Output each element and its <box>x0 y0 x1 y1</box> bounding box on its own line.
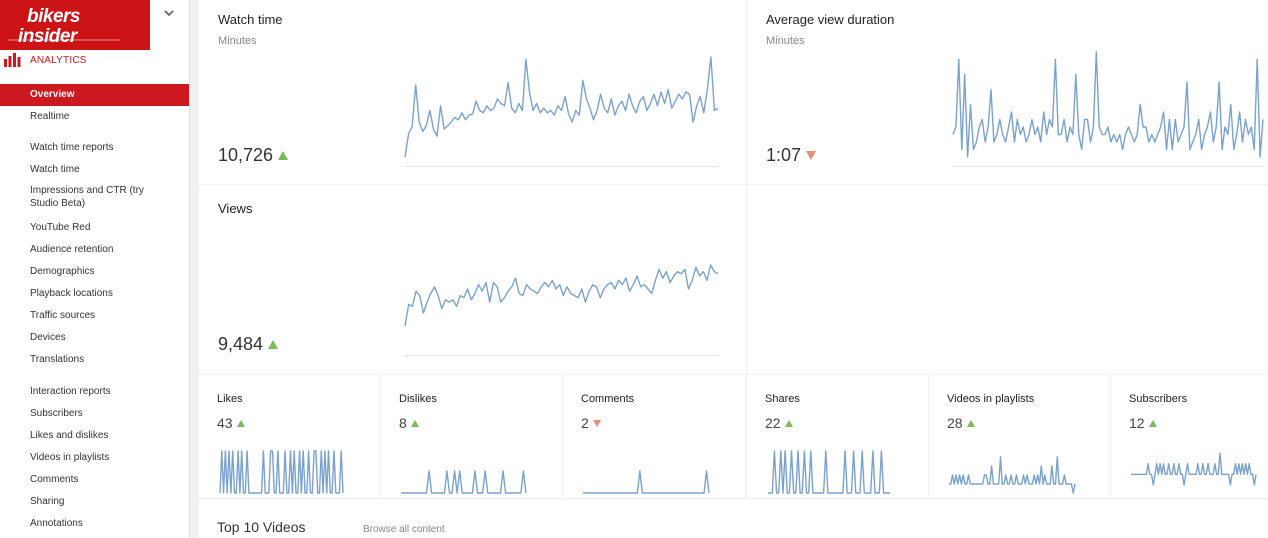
sidebar-item-devices[interactable]: Devices <box>30 332 66 343</box>
views-card[interactable]: Views 9,484 <box>199 185 746 374</box>
comments_sparkline-line <box>583 470 710 494</box>
empty-panel <box>747 185 1268 374</box>
watch-time-unit: Minutes <box>218 35 257 47</box>
avg-view-duration-value-wrap: 1:07 <box>766 145 817 166</box>
trend-up-icon <box>784 419 793 427</box>
sidebar-item-likes-dislikes[interactable]: Likes and dislikes <box>30 430 109 441</box>
watch_time_sparkline-line <box>404 56 719 158</box>
top-videos-section <box>199 499 1268 538</box>
comments-value: 2 <box>581 415 589 431</box>
views-sparkline <box>404 264 719 356</box>
svg-text:bikers: bikers <box>27 6 80 27</box>
sidebar: bikers insider ANALYTICS Overview Realti… <box>0 0 190 538</box>
shares-card[interactable]: Shares 22 <box>747 375 928 498</box>
avg_view_duration_sparkline-line <box>952 51 1264 158</box>
sidebar-item-traffic-sources[interactable]: Traffic sources <box>30 310 96 321</box>
channel-logo[interactable]: bikers insider <box>0 0 150 50</box>
comments-value-wrap: 2 <box>581 415 601 431</box>
trend-down-icon <box>806 151 817 160</box>
watch-time-sparkline <box>404 56 719 167</box>
subscribers-sparkline <box>1131 452 1257 486</box>
analytics-bars-icon <box>4 53 21 67</box>
sidebar-item-playback-locations[interactable]: Playback locations <box>30 288 113 299</box>
likes_sparkline-line <box>219 450 344 494</box>
subscribers-value: 12 <box>1129 415 1145 431</box>
trend-up-icon <box>278 151 289 160</box>
analytics-label: ANALYTICS <box>30 54 87 66</box>
dislikes-title: Dislikes <box>399 393 437 405</box>
trend-up-icon <box>236 419 245 427</box>
views_sparkline-line <box>404 264 719 327</box>
trend-up-icon <box>268 340 279 349</box>
sidebar-item-audience-retention[interactable]: Audience retention <box>30 244 114 255</box>
avg-view-duration-sparkline <box>952 51 1264 167</box>
sidebar-item-sharing[interactable]: Sharing <box>30 496 65 507</box>
shares-value: 22 <box>765 415 781 431</box>
sidebar-item-comments[interactable]: Comments <box>30 474 79 485</box>
likes-card[interactable]: Likes 43 <box>199 375 380 498</box>
videos-in-playlists-value: 28 <box>947 415 963 431</box>
views-title: Views <box>218 201 253 216</box>
subscribers-value-wrap: 12 <box>1129 415 1157 431</box>
browse-all-content-link[interactable]: Browse all content <box>363 524 445 535</box>
shares-value-wrap: 22 <box>765 415 793 431</box>
videos-in-playlists-value-wrap: 28 <box>947 415 975 431</box>
avg-view-duration-unit: Minutes <box>766 35 805 47</box>
dislikes-sparkline <box>401 470 527 494</box>
trend-down-icon <box>592 419 601 427</box>
likes-value-wrap: 43 <box>217 415 245 431</box>
watch-time-card[interactable]: Watch time Minutes 10,726 <box>199 0 746 184</box>
bikers-insider-logo-icon: bikers insider <box>0 0 150 50</box>
sidebar-item-videos-in-playlists[interactable]: Videos in playlists <box>30 452 110 463</box>
sidebar-item-annotations[interactable]: Annotations <box>30 518 83 529</box>
likes-value: 43 <box>217 415 233 431</box>
sidebar-item-subscribers[interactable]: Subscribers <box>30 408 83 419</box>
sidebar-item-overview[interactable]: Overview <box>0 84 189 106</box>
likes-sparkline <box>219 450 344 494</box>
videos-in-playlists-sparkline <box>949 456 1076 494</box>
shares-sparkline <box>768 450 890 494</box>
likes-title: Likes <box>217 393 243 405</box>
sidebar-item-watch-time-reports[interactable]: Watch time reports <box>30 142 114 153</box>
watch-time-value-wrap: 10,726 <box>218 145 289 166</box>
trend-up-icon <box>410 419 419 427</box>
svg-text:insider: insider <box>18 26 79 47</box>
comments-title: Comments <box>581 393 635 405</box>
comments-card[interactable]: Comments 2 <box>563 375 745 498</box>
analytics-section-header[interactable]: ANALYTICS <box>4 52 87 68</box>
subscribers_sparkline-line <box>1131 452 1257 486</box>
shares-title: Shares <box>765 393 800 405</box>
views-value-wrap: 9,484 <box>218 334 279 355</box>
videos-in-playlists-card[interactable]: Videos in playlists 28 <box>929 375 1110 498</box>
sidebar-item-realtime[interactable]: Realtime <box>30 111 70 122</box>
videos-in-playlists-title: Videos in playlists <box>947 393 1035 405</box>
avg-view-duration-value: 1:07 <box>766 145 802 165</box>
subscribers-title: Subscribers <box>1129 393 1188 405</box>
top-videos-title: Top 10 Videos <box>217 519 306 535</box>
avg-view-duration-card[interactable]: Average view duration Minutes 1:07 <box>747 0 1268 184</box>
sidebar-item-translations[interactable]: Translations <box>30 354 85 365</box>
dislikes-value: 8 <box>399 415 407 431</box>
views-value: 9,484 <box>218 334 264 354</box>
dislikes_sparkline-line <box>401 470 527 494</box>
sidebar-item-watch-time[interactable]: Watch time <box>30 164 80 175</box>
subscribers-card[interactable]: Subscribers 12 <box>1111 375 1268 498</box>
comments-sparkline <box>583 470 710 494</box>
sidebar-item-interaction-reports[interactable]: Interaction reports <box>30 386 111 397</box>
sidebar-item-youtube-red[interactable]: YouTube Red <box>30 222 91 233</box>
trend-up-icon <box>966 419 975 427</box>
watch-time-title: Watch time <box>218 12 283 27</box>
sidebar-item-impressions-ctr[interactable]: Impressions and CTR (try Studio Beta) <box>30 185 144 209</box>
dislikes-card[interactable]: Dislikes 8 <box>381 375 562 498</box>
avg-view-duration-title: Average view duration <box>766 12 895 27</box>
playlists_sparkline-line <box>949 456 1076 494</box>
trend-up-icon <box>1148 419 1157 427</box>
dislikes-value-wrap: 8 <box>399 415 419 431</box>
shares_sparkline-line <box>768 450 890 494</box>
chevron-down-icon[interactable] <box>162 6 176 20</box>
sidebar-item-demographics[interactable]: Demographics <box>30 266 95 277</box>
watch-time-value: 10,726 <box>218 145 274 165</box>
